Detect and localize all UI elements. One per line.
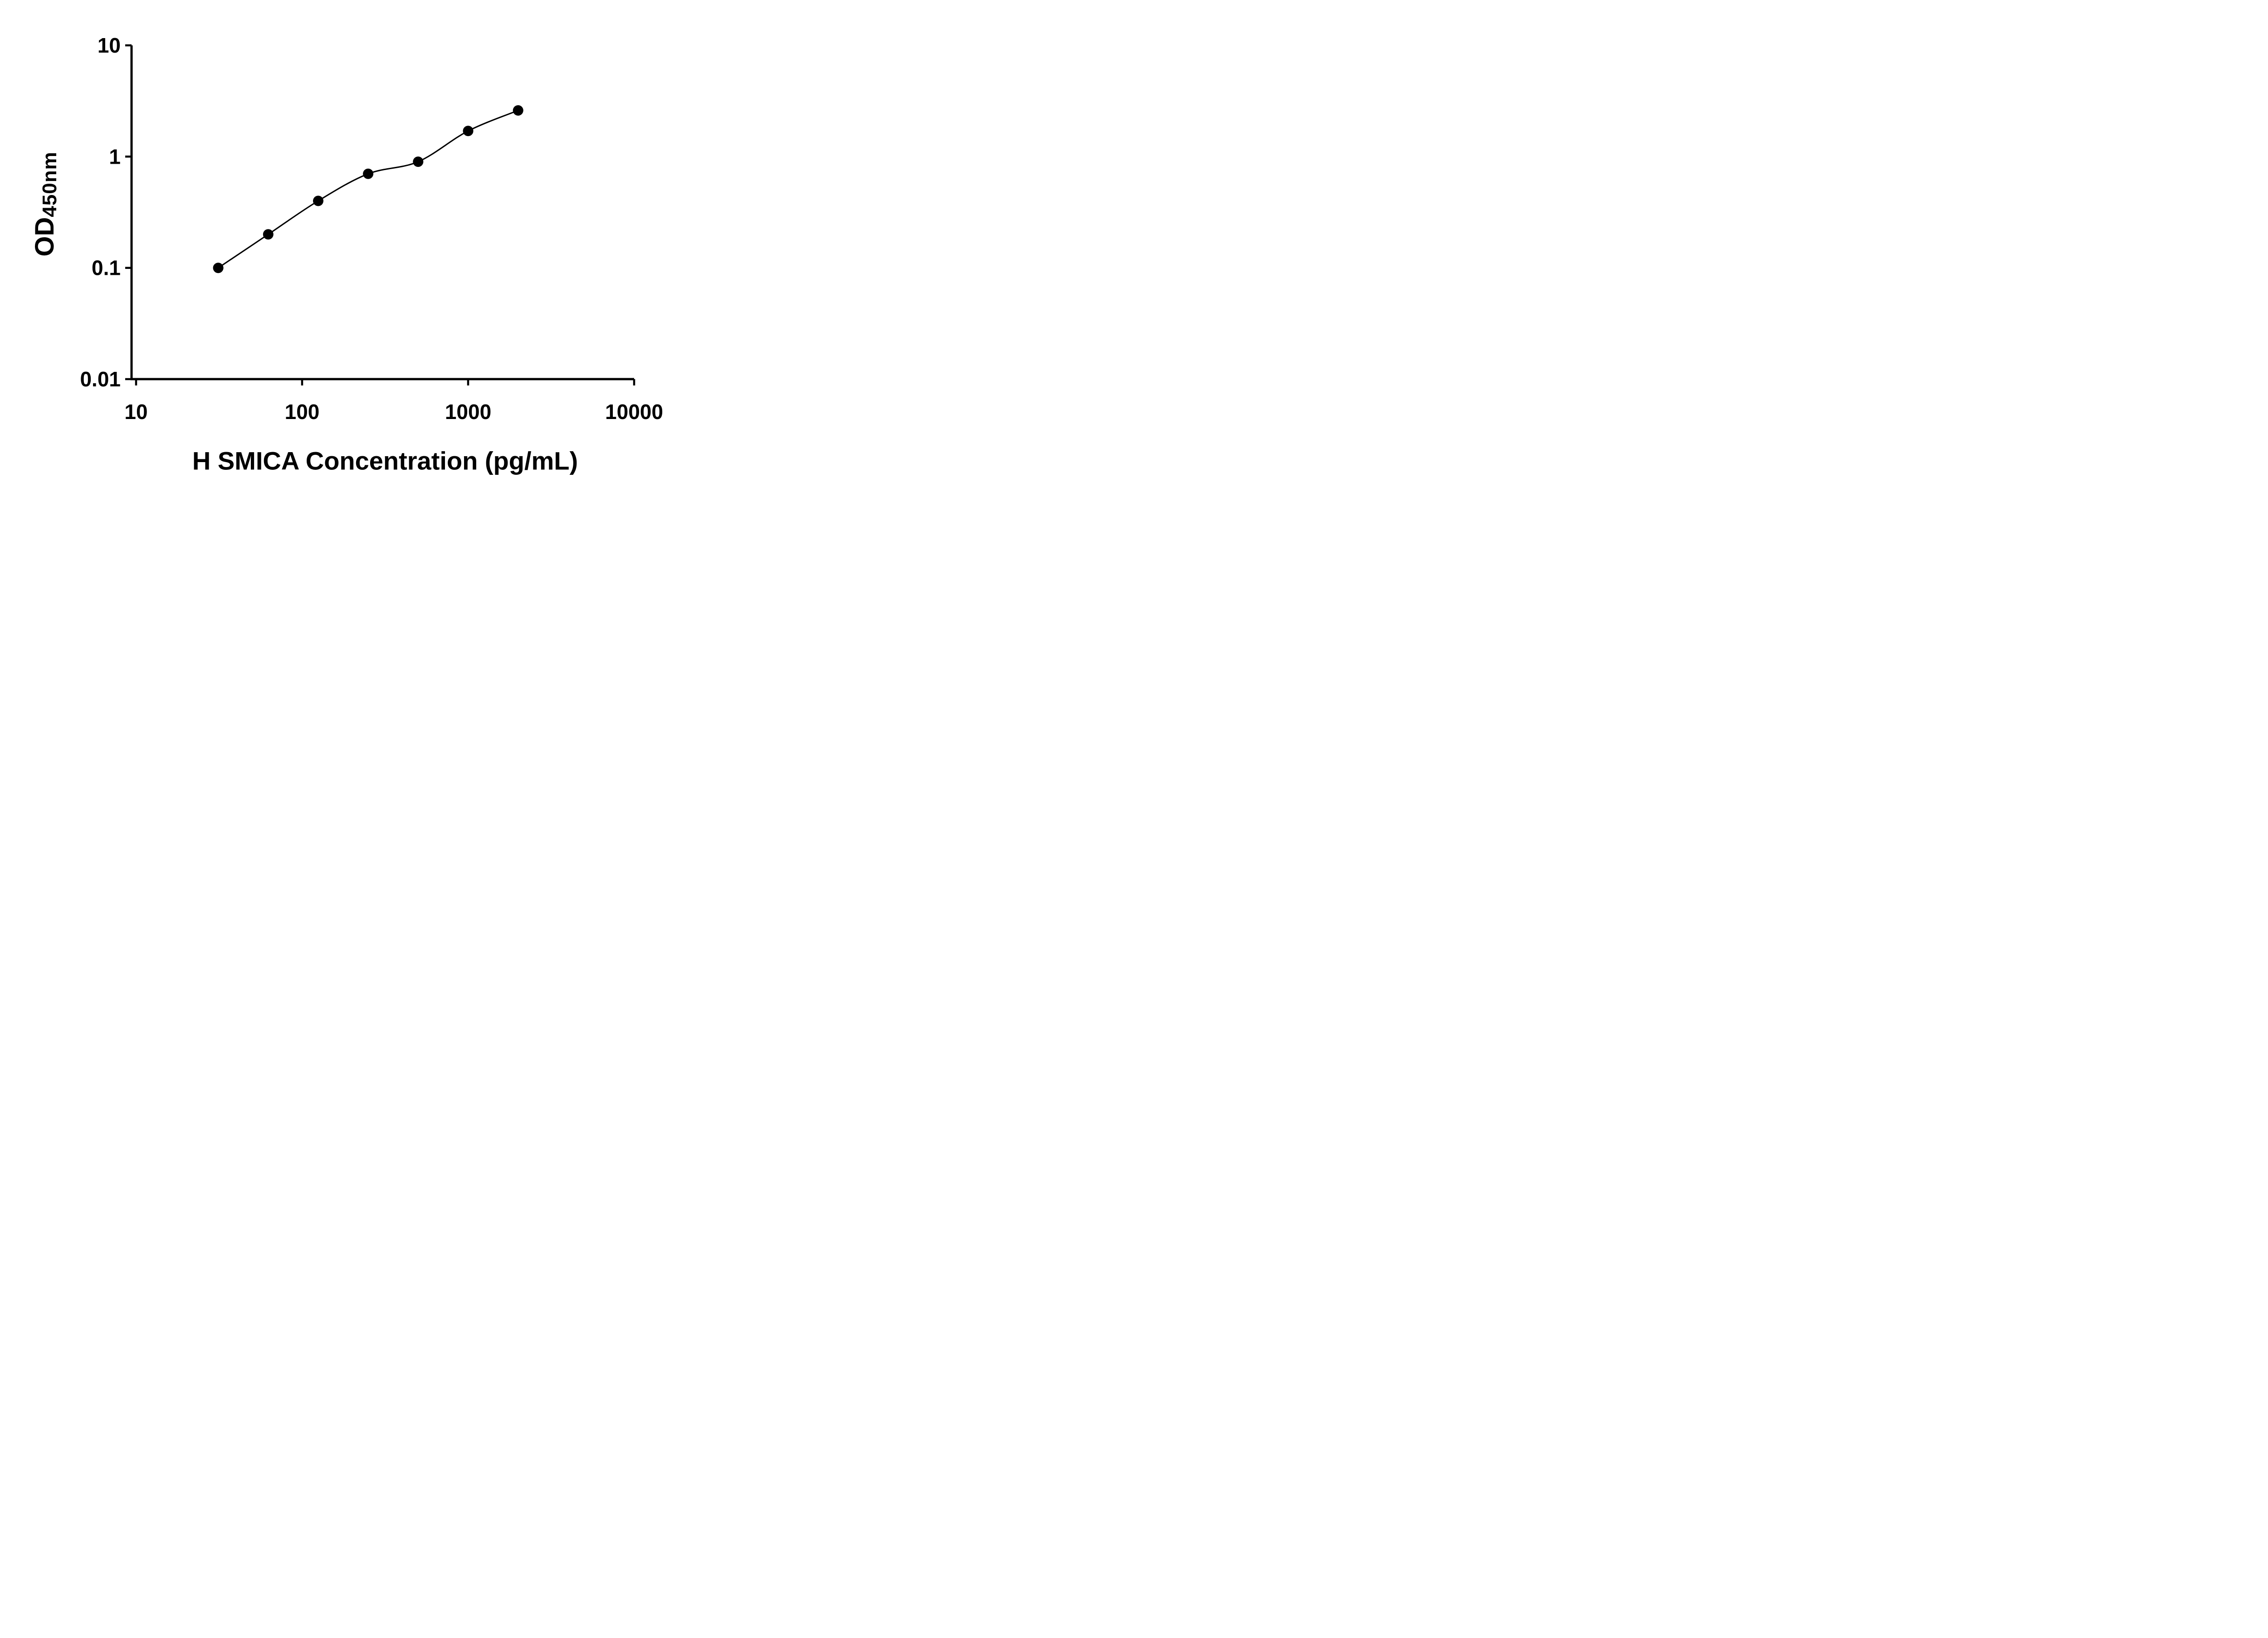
y-axis-title-main: OD (30, 217, 59, 257)
data-point (413, 156, 424, 167)
data-point (213, 263, 224, 273)
y-tick-label: 0.1 (92, 256, 121, 280)
y-tick-label: 10 (98, 34, 121, 57)
x-tick-label: 1000 (445, 400, 491, 424)
data-point (513, 105, 523, 116)
x-tick-label: 10000 (605, 400, 663, 424)
y-axis-title: OD450nm (29, 151, 61, 256)
fit-curve (218, 110, 518, 268)
y-tick-label: 1 (109, 145, 121, 168)
data-point (313, 195, 323, 206)
elisa-standard-curve-figure: 10 1 0.1 0.01 10 100 1000 10000 OD450nm H SMICA… (0, 0, 698, 492)
data-point (363, 168, 374, 179)
x-tick-label: 100 (285, 400, 320, 424)
x-tick-label: 10 (124, 400, 147, 424)
x-axis-title: H SMICA Concentration (pg/mL) (192, 446, 578, 475)
data-point (463, 126, 474, 136)
y-tick-label: 0.01 (80, 367, 121, 391)
data-point (263, 229, 274, 240)
y-axis-title-subscript: 450nm (39, 151, 61, 217)
